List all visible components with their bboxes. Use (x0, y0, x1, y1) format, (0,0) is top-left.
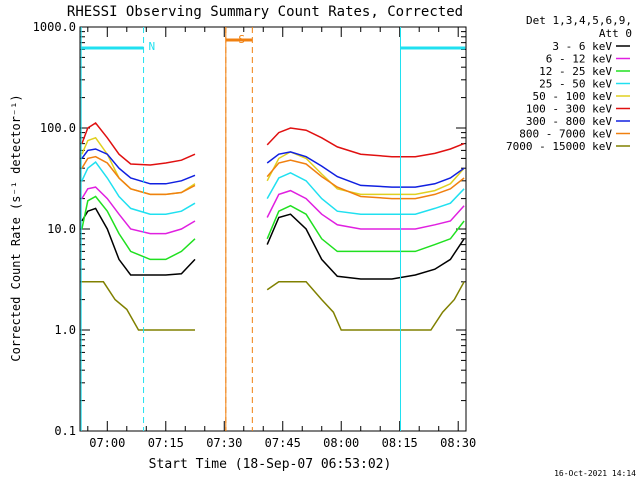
series-line-8 (266, 281, 465, 331)
series-line-5 (81, 122, 196, 166)
series-line-3 (81, 161, 196, 215)
x-tick-label: 07:30 (206, 436, 242, 450)
legend-header: Att 0 (599, 27, 632, 40)
series-line-0 (266, 213, 465, 280)
x-tick-label: 07:00 (89, 436, 125, 450)
series-line-7 (266, 159, 465, 200)
series-line-7 (81, 155, 196, 196)
y-tick-label: 100.0 (40, 121, 76, 135)
series-line-8 (81, 281, 195, 331)
series-line-3 (266, 171, 465, 215)
y-tick-label: 0.1 (54, 424, 76, 438)
series-line-5 (266, 127, 465, 158)
chart-title: RHESSI Observing Summary Count Rates, Co… (67, 4, 463, 20)
series-line-6 (81, 148, 196, 185)
legend-header: Det 1,3,4,5,6,9, (526, 14, 632, 27)
legend-entry-label: 12 - 25 keV (539, 65, 612, 78)
legend-entry-label: 6 - 12 keV (546, 53, 613, 66)
legend-entry-label: 800 - 7000 keV (519, 128, 612, 141)
axes-layer: 0.1 1.0 10.0 100.0 1000.0 07:00 07:15 07:30 07:4… (33, 20, 477, 450)
x-tick-label: 07:15 (148, 436, 184, 450)
y-tick-label: 10.0 (47, 222, 76, 236)
legend-entry-label: 25 - 50 keV (539, 78, 612, 91)
series-line-1 (266, 189, 465, 230)
series-line-6 (266, 151, 465, 188)
series-line-4 (266, 151, 465, 196)
x-axis-label: Start Time (18-Sep-07 06:53:02) (149, 457, 392, 472)
state-bar-label: N (149, 40, 156, 53)
legend-entry-label: 3 - 6 keV (552, 40, 612, 53)
legend-entry-label: 100 - 300 keV (526, 103, 612, 116)
state-bar-label: S (238, 33, 245, 46)
series-line-1 (81, 186, 196, 235)
x-tick-label: 08:30 (440, 436, 476, 450)
y-tick-label: 1000.0 (33, 20, 76, 34)
footer-date: 16-Oct-2021 14:14 (554, 469, 636, 478)
legend-entry-label: 50 - 100 keV (533, 90, 613, 103)
legend-entry-label: 300 - 800 keV (526, 115, 612, 128)
y-tick-label: 1.0 (54, 323, 76, 337)
x-tick-label: 08:00 (323, 436, 359, 450)
state-bar-layer: NS (80, 27, 466, 431)
series-layer (81, 122, 465, 331)
x-tick-label: 08:15 (382, 436, 418, 450)
y-axis-label: Corrected Count Rate (s⁻¹ detector⁻¹) (9, 94, 23, 361)
series-line-0 (81, 207, 196, 276)
legend-entry-label: 7000 - 15000 keV (506, 140, 612, 153)
series-line-2 (266, 204, 465, 253)
series-line-2 (81, 195, 196, 261)
x-tick-label: 07:45 (265, 436, 301, 450)
